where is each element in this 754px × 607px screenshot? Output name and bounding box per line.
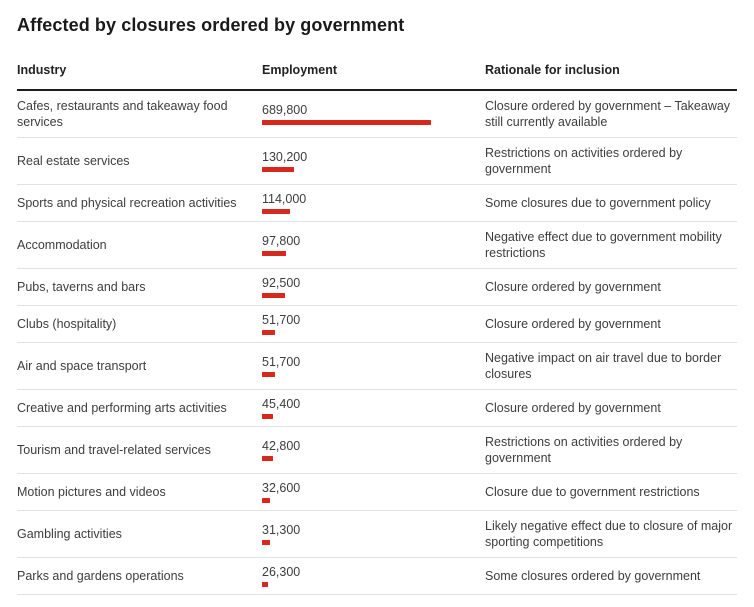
industry-cell: Accommodation bbox=[17, 238, 107, 252]
employment-value: 689,800 bbox=[262, 103, 308, 117]
employment-cell: 51,700 bbox=[262, 313, 485, 335]
employment-value: 130,200 bbox=[262, 150, 308, 164]
table-row: Pubs, taverns and bars 92,500 Closure or… bbox=[17, 269, 737, 306]
rationale-cell: Negative impact on air travel due to bor… bbox=[485, 351, 722, 381]
table-row: Real estate services 130,200 Restriction… bbox=[17, 138, 737, 185]
employment-bar bbox=[262, 209, 290, 214]
employment-cell: 114,000 bbox=[262, 192, 485, 214]
table-row: Accommodation 97,800 Negative effect due… bbox=[17, 222, 737, 269]
employment-value: 92,500 bbox=[262, 276, 301, 290]
employment-bar bbox=[262, 167, 294, 172]
table-row: Motion pictures and videos 32,600 Closur… bbox=[17, 474, 737, 511]
rationale-cell: Closure ordered by government bbox=[485, 317, 661, 331]
employment-bar bbox=[262, 582, 269, 587]
industry-cell: Cafes, restaurants and takeaway food ser… bbox=[17, 99, 228, 129]
table-row: Parks and gardens operations 26,300 Some… bbox=[17, 558, 737, 595]
rationale-cell: Restrictions on activities ordered by go… bbox=[485, 435, 683, 465]
industry-cell: Air and space transport bbox=[17, 359, 147, 373]
employment-value: 31,300 bbox=[262, 523, 301, 537]
employment-bar bbox=[262, 498, 270, 503]
rationale-cell: Restrictions on activities ordered by go… bbox=[485, 146, 683, 176]
employment-value: 26,300 bbox=[262, 565, 301, 579]
table-row: Air and space transport 51,700 Negative … bbox=[17, 343, 737, 390]
employment-cell: 51,700 bbox=[262, 355, 485, 377]
rationale-cell: Some closures due to government policy bbox=[485, 196, 711, 210]
industry-cell: Gambling activities bbox=[17, 527, 122, 541]
employment-cell: 689,800 bbox=[262, 103, 485, 125]
rationale-cell: Closure due to government restrictions bbox=[485, 485, 700, 499]
employment-bar bbox=[262, 414, 274, 419]
rationale-cell: Likely negative effect due to closure of… bbox=[485, 519, 733, 549]
column-header-employment: Employment bbox=[262, 63, 338, 77]
rationale-cell: Closure ordered by government bbox=[485, 401, 661, 415]
employment-value: 45,400 bbox=[262, 397, 301, 411]
chart-title: Affected by closures ordered by governme… bbox=[17, 15, 405, 35]
industry-cell: Tourism and travel-related services bbox=[17, 443, 211, 457]
table-row: Tourism and travel-related services 42,8… bbox=[17, 427, 737, 474]
employment-value: 51,700 bbox=[262, 313, 301, 327]
employment-bar bbox=[262, 456, 273, 461]
employment-bar bbox=[262, 251, 286, 256]
table-body: Cafes, restaurants and takeaway food ser… bbox=[17, 91, 737, 595]
rationale-cell: Closure ordered by government bbox=[485, 280, 661, 294]
employment-cell: 32,600 bbox=[262, 481, 485, 503]
column-header-industry: Industry bbox=[17, 63, 67, 77]
employment-bar bbox=[262, 540, 270, 545]
industry-cell: Real estate services bbox=[17, 154, 130, 168]
employment-bar bbox=[262, 120, 431, 125]
rationale-cell: Closure ordered by government – Takeaway… bbox=[485, 99, 731, 129]
employment-value: 51,700 bbox=[262, 355, 301, 369]
industry-cell: Motion pictures and videos bbox=[17, 485, 166, 499]
employment-cell: 26,300 bbox=[262, 565, 485, 587]
employment-value: 42,800 bbox=[262, 439, 301, 453]
employment-cell: 31,300 bbox=[262, 523, 485, 545]
employment-bar bbox=[262, 293, 285, 298]
employment-cell: 42,800 bbox=[262, 439, 485, 461]
employment-bar bbox=[262, 330, 275, 335]
employment-value: 97,800 bbox=[262, 234, 301, 248]
table-row: Sports and physical recreation activitie… bbox=[17, 185, 737, 222]
table-header-row: Industry Employment Rationale for inclus… bbox=[17, 63, 737, 91]
employment-cell: 92,500 bbox=[262, 276, 485, 298]
table-row: Clubs (hospitality) 51,700 Closure order… bbox=[17, 306, 737, 343]
industry-cell: Clubs (hospitality) bbox=[17, 317, 117, 331]
rationale-cell: Negative effect due to government mobili… bbox=[485, 230, 722, 260]
column-header-rationale: Rationale for inclusion bbox=[485, 63, 620, 77]
employment-cell: 45,400 bbox=[262, 397, 485, 419]
employment-value: 114,000 bbox=[262, 192, 307, 206]
table-row: Gambling activities 31,300 Likely negati… bbox=[17, 511, 737, 558]
industry-cell: Parks and gardens operations bbox=[17, 569, 184, 583]
industry-cell: Pubs, taverns and bars bbox=[17, 280, 146, 294]
rationale-cell: Some closures ordered by government bbox=[485, 569, 701, 583]
employment-cell: 130,200 bbox=[262, 150, 485, 172]
employment-cell: 97,800 bbox=[262, 234, 485, 256]
table-row: Creative and performing arts activities … bbox=[17, 390, 737, 427]
employment-value: 32,600 bbox=[262, 481, 301, 495]
industry-cell: Sports and physical recreation activitie… bbox=[17, 196, 237, 210]
industry-cell: Creative and performing arts activities bbox=[17, 401, 227, 415]
table-row: Cafes, restaurants and takeaway food ser… bbox=[17, 91, 737, 138]
employment-bar bbox=[262, 372, 275, 377]
